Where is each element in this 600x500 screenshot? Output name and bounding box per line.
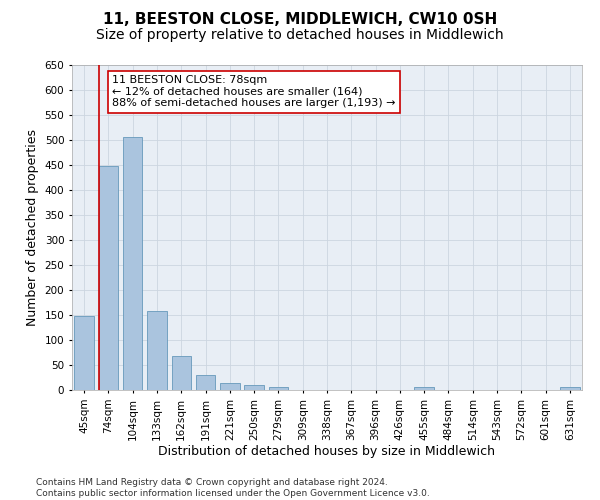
Bar xyxy=(220,383,239,390)
Text: 11 BEESTON CLOSE: 78sqm
← 12% of detached houses are smaller (164)
88% of semi-d: 11 BEESTON CLOSE: 78sqm ← 12% of detache… xyxy=(112,75,395,108)
Bar xyxy=(99,166,118,390)
X-axis label: Distribution of detached houses by size in Middlewich: Distribution of detached houses by size … xyxy=(158,446,496,458)
Bar xyxy=(123,137,142,390)
Bar xyxy=(147,311,167,390)
Bar xyxy=(415,387,434,390)
Bar xyxy=(269,387,288,390)
Y-axis label: Number of detached properties: Number of detached properties xyxy=(26,129,39,326)
Text: 11, BEESTON CLOSE, MIDDLEWICH, CW10 0SH: 11, BEESTON CLOSE, MIDDLEWICH, CW10 0SH xyxy=(103,12,497,28)
Bar xyxy=(196,375,215,390)
Bar xyxy=(172,356,191,390)
Bar xyxy=(560,387,580,390)
Text: Size of property relative to detached houses in Middlewich: Size of property relative to detached ho… xyxy=(96,28,504,42)
Bar xyxy=(74,316,94,390)
Bar xyxy=(244,385,264,390)
Text: Contains HM Land Registry data © Crown copyright and database right 2024.
Contai: Contains HM Land Registry data © Crown c… xyxy=(36,478,430,498)
